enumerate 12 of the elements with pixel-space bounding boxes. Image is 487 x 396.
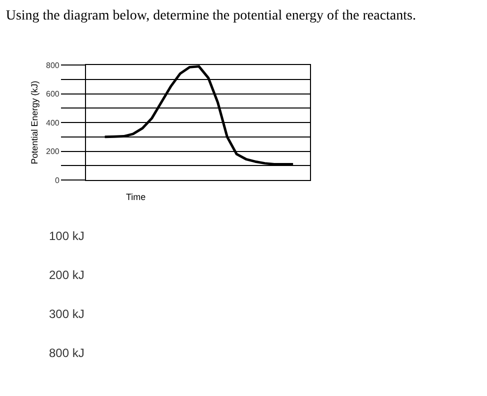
y-axis-title: Potential Energy (kJ) <box>29 80 40 164</box>
text: 200 kJ <box>49 268 84 282</box>
text: 800 kJ <box>49 346 84 360</box>
y-tick-label: 200 <box>46 147 60 156</box>
y-tick-label: 400 <box>46 118 60 128</box>
text: 100 kJ <box>49 229 84 243</box>
y-tick-label: 600 <box>46 90 60 99</box>
y-tick-label: 0 <box>54 176 60 185</box>
chart-title: Using the diagram below, determine the potential energy of the reactants. <box>6 8 416 24</box>
text: 300 kJ <box>49 307 84 321</box>
x-axis-title: Time <box>126 192 146 202</box>
y-tick-label: 800 <box>46 60 60 70</box>
